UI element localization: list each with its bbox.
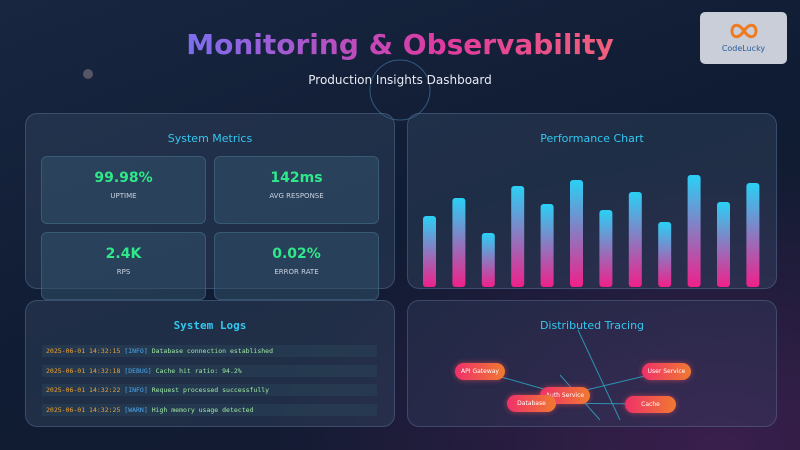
- panel-title: Performance Chart: [540, 132, 644, 145]
- metric-card: 2.4K RPS: [41, 232, 206, 300]
- log-entry: 2025-06-01 14:32:15 [INFO] Database conn…: [42, 345, 377, 357]
- trace-node: User Service: [642, 363, 691, 380]
- metric-value: 2.4K: [105, 246, 142, 262]
- metric-label: UPTIME: [110, 192, 137, 200]
- log-level: [INFO]: [124, 386, 148, 394]
- bar: [481, 233, 495, 287]
- log-message: Cache hit ratio: 94.2%: [155, 366, 242, 375]
- bar: [717, 202, 730, 287]
- trace-node: API Gateway: [455, 363, 505, 380]
- bar: [540, 204, 554, 287]
- metric-card: 142ms AVG RESPONSE: [214, 156, 379, 224]
- panel-title: System Metrics: [167, 132, 253, 145]
- panel-title: Distributed Tracing: [539, 319, 645, 332]
- title-text: Monitoring & Observability: [186, 28, 614, 61]
- metric-value: 99.98%: [94, 170, 153, 186]
- metric-card: 0.02% ERROR RATE: [214, 232, 379, 300]
- trace-link: [577, 329, 621, 421]
- performance-chart-panel: Performance Chart: [407, 113, 777, 289]
- log-timestamp: 2025-06-01 14:32:18: [46, 366, 121, 375]
- decor-circle: [369, 59, 431, 121]
- logo[interactable]: CodeLucky: [700, 12, 787, 64]
- logo-icon: [730, 23, 758, 39]
- trace-node: Database: [507, 395, 556, 412]
- logo-text: CodeLucky: [721, 44, 766, 53]
- metric-label: ERROR RATE: [274, 268, 319, 276]
- log-entry: 2025-06-01 14:32:22 [INFO] Request proce…: [42, 384, 377, 396]
- bar: [658, 222, 672, 287]
- bar: [599, 210, 613, 287]
- subtitle: Production Insights Dashboard: [308, 73, 492, 87]
- log-timestamp: 2025-06-01 14:32:15: [46, 347, 121, 355]
- panel-title: System Logs: [173, 319, 247, 332]
- bar: [746, 183, 760, 287]
- log-timestamp: 2025-06-01 14:32:22: [46, 386, 121, 394]
- bar: [687, 175, 701, 287]
- bar: [423, 216, 436, 287]
- log-level: [INFO]: [124, 347, 148, 355]
- bar: [452, 198, 466, 287]
- title: Monitoring & Observability: [0, 28, 800, 61]
- metric-label: RPS: [116, 268, 131, 276]
- metric-card: 99.98% UPTIME: [41, 156, 206, 224]
- metric-label: AVG RESPONSE: [269, 192, 324, 200]
- bar: [628, 192, 642, 287]
- log-message: Request processed successfully: [151, 386, 270, 394]
- metric-value: 0.02%: [272, 246, 321, 262]
- metric-value: 142ms: [270, 170, 323, 186]
- log-level: [DEBUG]: [124, 366, 152, 375]
- log-entry: 2025-06-01 14:32:18 [DEBUG] Cache hit ra…: [42, 364, 377, 377]
- bar: [511, 186, 525, 287]
- log-level: [WARN]: [124, 405, 148, 414]
- decor-dot: [83, 69, 93, 79]
- log-timestamp: 2025-06-01 14:32:25: [46, 405, 121, 414]
- log-message: Database connection established: [151, 347, 274, 355]
- log-entry: 2025-06-01 14:32:25 [WARN] High memory u…: [42, 403, 377, 416]
- trace-node: Cache: [625, 396, 676, 413]
- log-message: High memory usage detected: [151, 405, 254, 414]
- bar: [570, 180, 583, 287]
